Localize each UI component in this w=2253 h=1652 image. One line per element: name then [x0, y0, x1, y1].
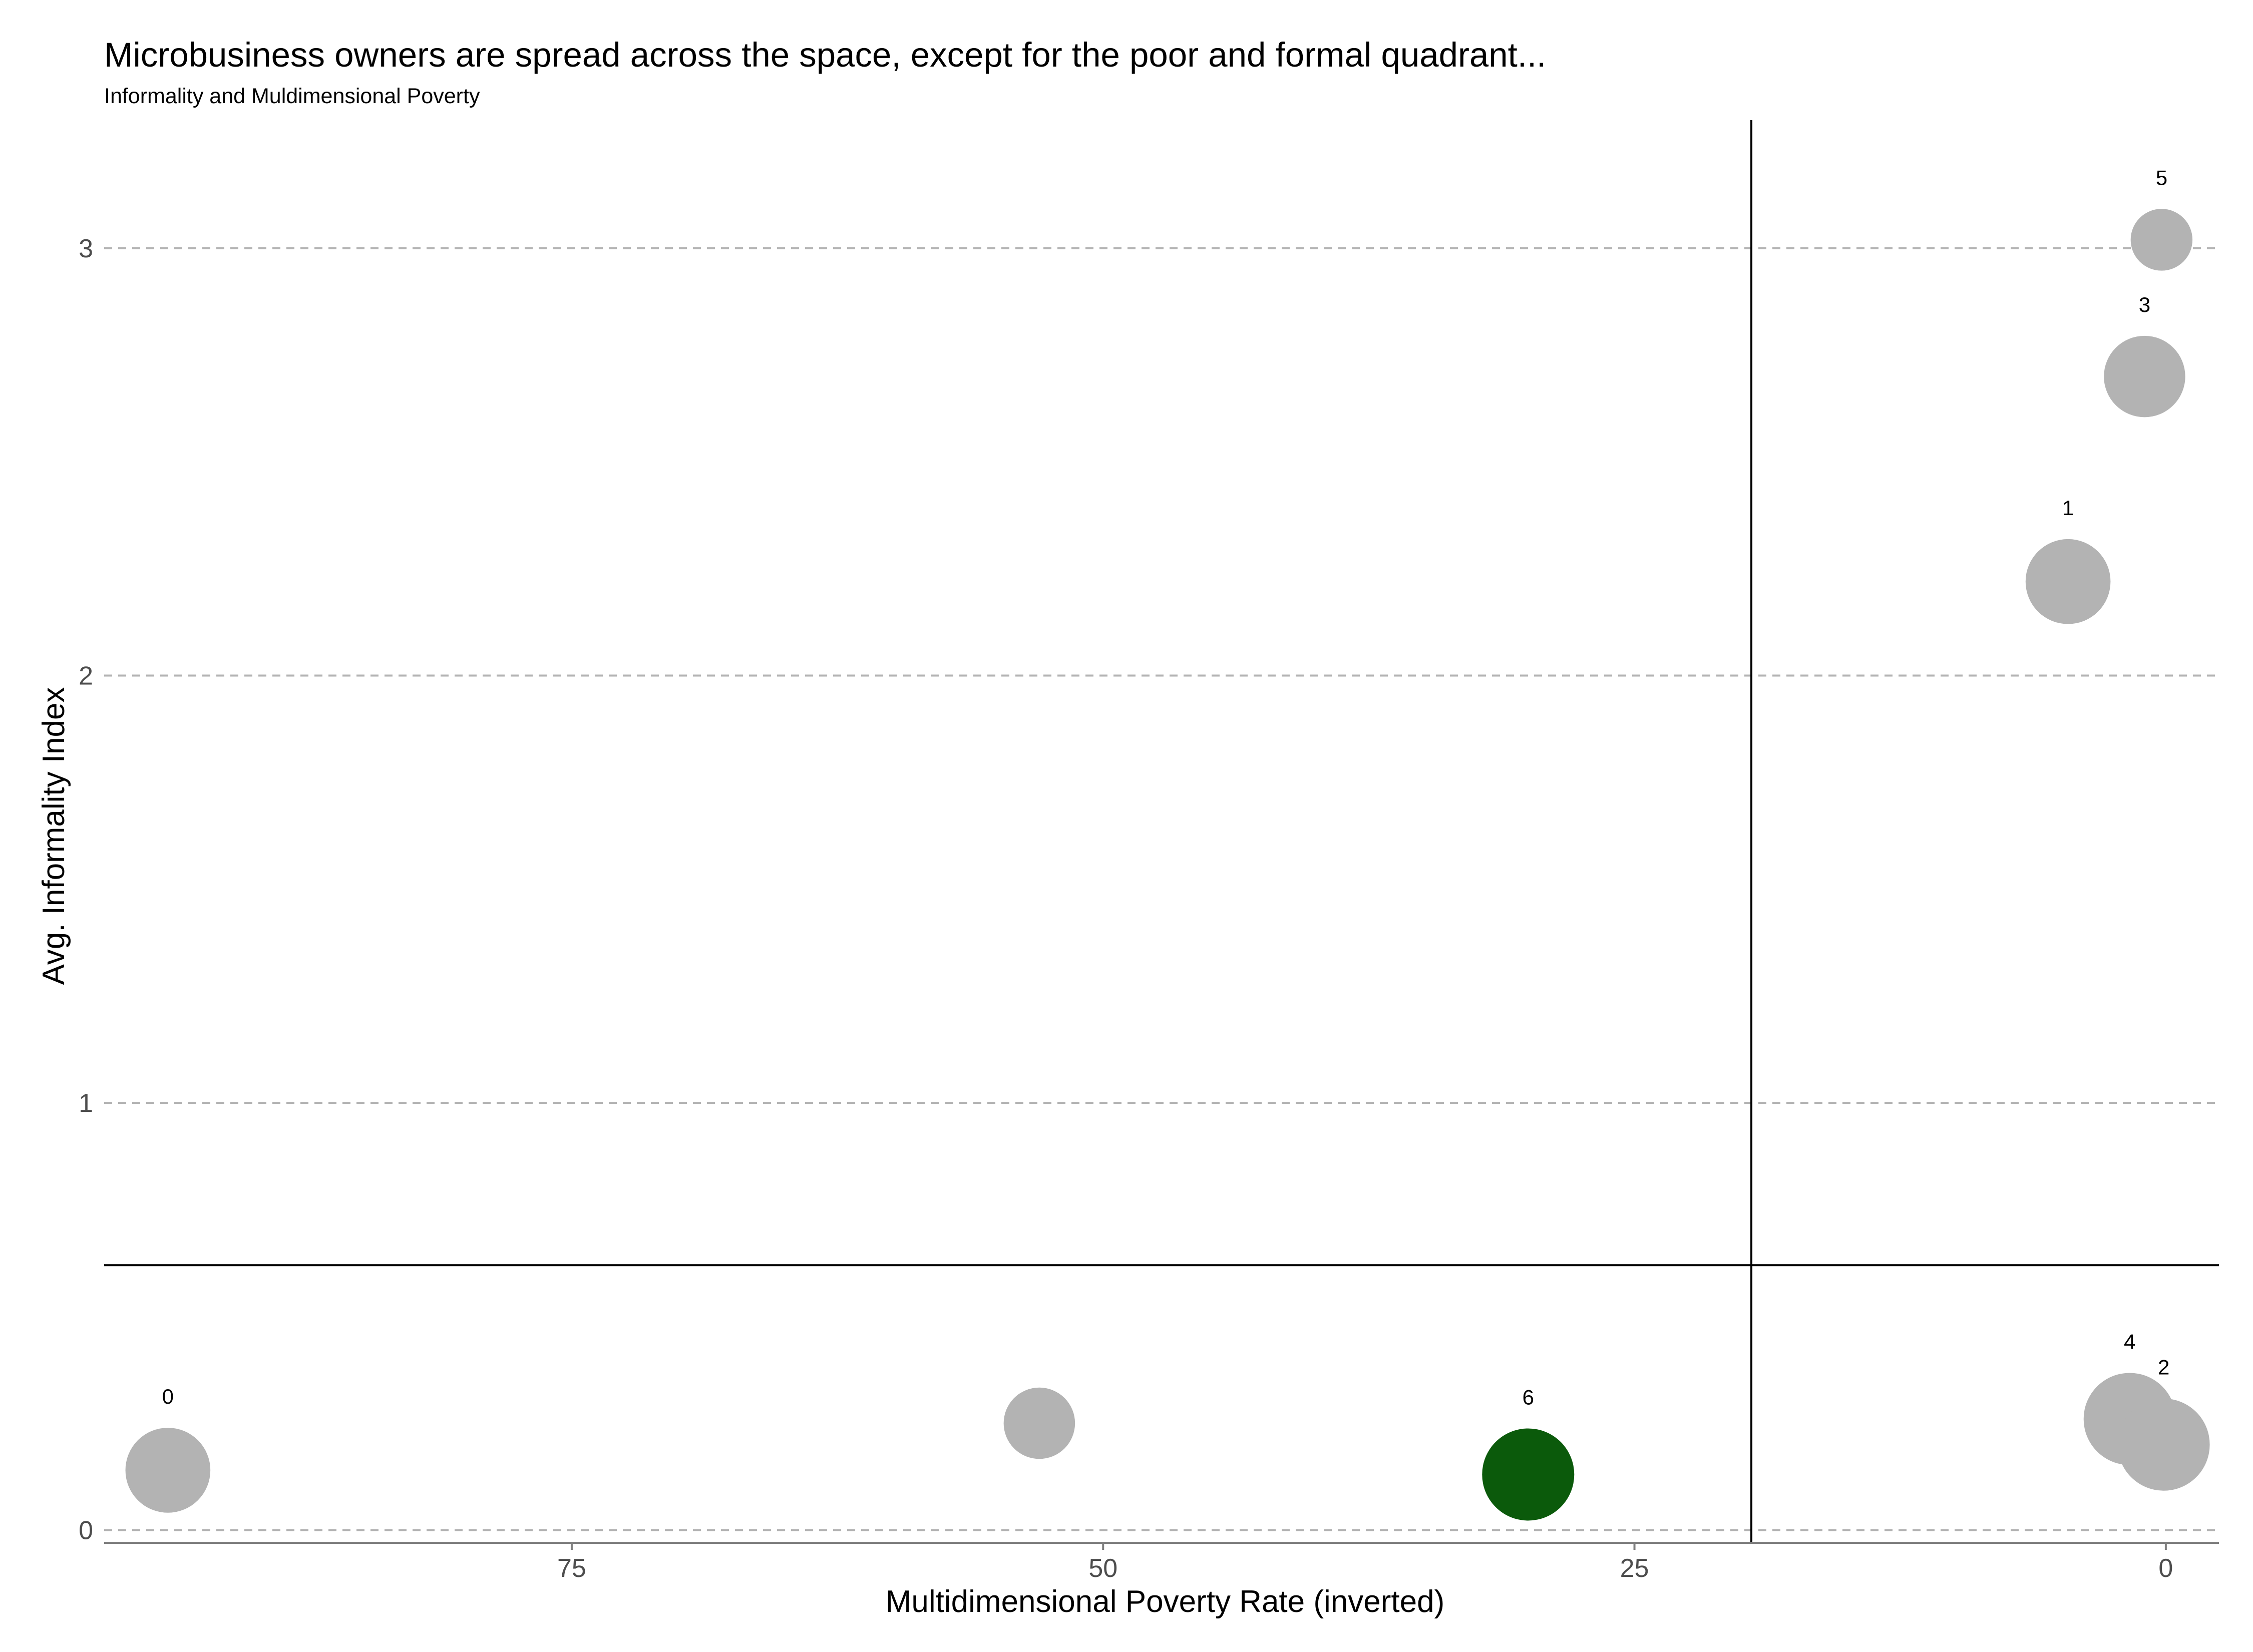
point-label: 2 — [2158, 1356, 2169, 1379]
point-label: 4 — [2124, 1330, 2135, 1353]
y-tick-label: 3 — [79, 234, 93, 263]
point-label: 6 — [1523, 1385, 1534, 1409]
point-label: 0 — [162, 1385, 174, 1408]
x-tick-label: 50 — [1088, 1554, 1117, 1583]
x-axis-title: Multidimensional Poverty Rate (inverted) — [886, 1584, 1444, 1619]
data-point — [2130, 209, 2193, 271]
x-tick-label: 0 — [2158, 1554, 2173, 1583]
gridlines — [104, 247, 2219, 1531]
point-label: 1 — [2062, 496, 2074, 520]
point-labels: 0 6 1 3 5 42 — [162, 166, 2170, 1409]
data-point — [1003, 1387, 1075, 1459]
data-points — [125, 209, 2210, 1521]
point-label: 3 — [2139, 293, 2150, 316]
data-point — [2104, 335, 2185, 418]
y-tick-label: 2 — [79, 661, 93, 690]
data-point — [2025, 539, 2111, 624]
chart-subtitle: Informality and Muldimensional Poverty — [104, 84, 480, 108]
axes: 0 1 2 3 75 50 25 0 — [79, 234, 2219, 1583]
highlighted-point — [1482, 1428, 1575, 1521]
data-point — [2117, 1398, 2210, 1491]
chart-title: Microbusiness owners are spread across t… — [104, 36, 1547, 74]
reference-lines — [104, 120, 2219, 1543]
data-point — [125, 1428, 211, 1513]
x-tick-label: 25 — [1620, 1554, 1649, 1583]
point-label: 5 — [2156, 166, 2167, 189]
y-tick-label: 1 — [79, 1089, 93, 1118]
x-tick-label: 75 — [557, 1554, 586, 1583]
y-tick-label: 0 — [79, 1516, 93, 1545]
y-axis-title: Avg. Informality Index — [37, 687, 71, 985]
